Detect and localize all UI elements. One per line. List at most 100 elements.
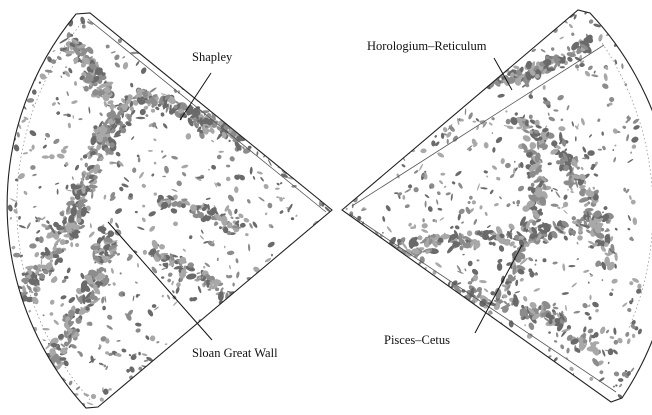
galaxy-cluster [363, 394, 367, 399]
galaxy-cluster [576, 241, 579, 245]
galaxy-cluster [282, 303, 285, 307]
galaxy-cluster [319, 371, 324, 376]
galaxy-cluster [471, 268, 479, 275]
galaxy-cluster [20, 321, 24, 325]
galaxy-filament [82, 51, 87, 62]
galaxy-cluster [249, 389, 254, 393]
galaxy-cluster [434, 135, 437, 138]
galaxy-cluster [481, 339, 486, 345]
pisces-cetus-filament [380, 248, 389, 252]
sloan-great-wall-filament [47, 232, 53, 238]
galaxy-cluster [188, 235, 193, 240]
galaxy-cluster [383, 324, 389, 329]
galaxy-cluster [637, 283, 642, 290]
galaxy-filament [546, 131, 550, 137]
galaxy-cluster [194, 176, 202, 181]
galaxy-cluster [295, 304, 301, 310]
galaxy-cluster [496, 398, 500, 402]
galaxy-filament [556, 160, 561, 165]
galaxy-cluster [561, 292, 569, 295]
sloan-great-wall-filament [130, 109, 136, 115]
galaxy-cluster [21, 119, 26, 123]
galaxy-cluster [265, 84, 271, 89]
galaxy-cluster [528, 114, 533, 119]
galaxy-cluster [204, 262, 211, 268]
shapley-supercluster-filament [165, 103, 170, 113]
galaxy-cluster [190, 20, 194, 24]
galaxy-cluster [98, 346, 101, 350]
galaxy-cluster [327, 333, 330, 336]
galaxy-filament [570, 338, 579, 345]
galaxy-filament [601, 261, 607, 271]
horologium-reticulum-filament [513, 65, 520, 70]
right-wedge-inner-edge-top [351, 44, 605, 207]
galaxy-cluster [225, 108, 229, 110]
pisces-cetus-filament [458, 238, 466, 245]
galaxy-cluster [613, 339, 619, 345]
galaxy-cluster [276, 196, 280, 199]
galaxy-cluster [441, 378, 447, 385]
galaxy-cluster [42, 144, 47, 149]
galaxy-cluster [483, 288, 489, 293]
sloan-great-wall-filament [58, 227, 65, 230]
galaxy-cluster [105, 365, 109, 371]
shapley-supercluster-filament [155, 106, 160, 111]
galaxy-cluster [568, 264, 576, 268]
galaxy-cluster [432, 121, 437, 123]
galaxy-cluster [472, 274, 479, 282]
galaxy-filament [251, 300, 256, 305]
galaxy-cluster [239, 174, 245, 181]
galaxy-cluster [279, 210, 284, 214]
pisces-cetus-filament [543, 222, 551, 233]
galaxy-cluster [258, 196, 265, 202]
galaxy-cluster [306, 298, 311, 301]
galaxy-cluster [149, 225, 156, 232]
galaxy-cluster [128, 193, 133, 198]
galaxy-filament [231, 225, 242, 229]
galaxy-cluster [138, 351, 141, 356]
shapley-supercluster-filament [177, 109, 184, 114]
pisces-cetus-filament [562, 231, 566, 235]
galaxy-cluster [428, 276, 433, 279]
galaxy-cluster [138, 294, 141, 297]
galaxy-cluster [595, 308, 599, 313]
galaxy-cluster [375, 275, 379, 280]
shapley-supercluster-filament [137, 89, 145, 93]
galaxy-filament [446, 293, 451, 302]
shapley-supercluster-filament [179, 104, 186, 110]
sloan-great-wall-filament [127, 114, 132, 123]
galaxy-cluster [172, 300, 178, 306]
galaxy-cluster [438, 62, 443, 65]
sloan-great-wall-filament [33, 264, 39, 271]
sloan-great-wall-filament [77, 199, 88, 204]
galaxy-cluster [327, 238, 332, 246]
sloan-great-wall-filament [123, 106, 127, 111]
galaxy-filament [522, 313, 530, 318]
pisces-cetus-filament [447, 236, 453, 243]
sloan-great-wall-filament [66, 200, 75, 206]
horologium-reticulum-filament [530, 69, 536, 76]
galaxy-cluster [299, 40, 306, 46]
galaxy-cluster [155, 20, 162, 27]
galaxy-filament [537, 208, 542, 214]
galaxy-cluster [504, 22, 508, 29]
galaxy-filament [98, 90, 105, 96]
galaxy-cluster [139, 171, 144, 179]
galaxy-cluster [9, 198, 17, 202]
sloan-great-wall-filament [28, 290, 34, 294]
pisces-cetus-filament [498, 237, 506, 244]
galaxy-cluster [450, 193, 453, 201]
pisces-cetus-filament [576, 219, 582, 225]
galaxy-cluster [552, 261, 558, 265]
galaxy-filament [522, 135, 531, 142]
galaxy-cluster [68, 67, 73, 74]
galaxy-cluster [349, 342, 356, 348]
sloan-great-wall-filament [93, 125, 98, 130]
galaxy-cluster [417, 302, 425, 306]
galaxy-cluster [63, 360, 69, 367]
galaxy-cluster [390, 145, 395, 150]
galaxy-cluster [114, 352, 122, 357]
galaxy-cluster [504, 14, 508, 23]
galaxy-cluster [378, 121, 382, 126]
galaxy-filament [77, 44, 87, 49]
